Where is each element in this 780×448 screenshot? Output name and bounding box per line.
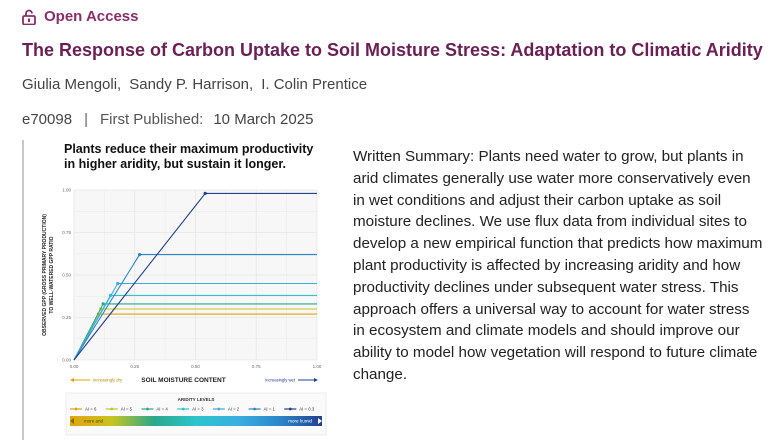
- open-access-label: Open Access: [44, 8, 139, 25]
- legend-marker: [110, 407, 114, 411]
- y-tick-label: 0.75: [62, 230, 71, 235]
- y-axis-label: OBSERVED GPP (GROSS PRIMARY PRODUCTION)T…: [42, 214, 55, 336]
- series-breakpoint: [116, 281, 120, 286]
- series-breakpoint: [138, 253, 142, 257]
- wet-annotation: increasingly wet: [265, 378, 296, 383]
- first-published-label: First Published:: [99, 111, 204, 128]
- author-list: Giulia Mengoli, Sandy P. Harrison, I. Co…: [22, 76, 368, 93]
- legend-entry: AI = 4: [156, 407, 168, 412]
- author-link[interactable]: I. Colin Prentice: [261, 76, 368, 93]
- legend-marker: [181, 407, 185, 411]
- unlock-icon: [22, 9, 36, 25]
- chart-title: Plants reduce their maximum productivity…: [64, 142, 313, 171]
- x-tick-label: 0.00: [70, 364, 79, 369]
- x-tick-label: 0.25: [130, 364, 139, 369]
- legend-entry: AI = 2: [228, 407, 240, 412]
- x-tick-label: 0.75: [252, 364, 261, 369]
- legend-entry: AI = 0.3: [299, 407, 315, 412]
- y-tick-label: 0.25: [62, 315, 71, 320]
- graphical-abstract[interactable]: Plants reduce their maximum productivity…: [22, 140, 334, 440]
- dry-annotation: increasingly dry: [93, 378, 123, 383]
- x-tick-label: 0.50: [191, 364, 200, 369]
- x-axis-label: SOIL MOISTURE CONTENT: [141, 377, 225, 384]
- article-id: e70098: [22, 111, 73, 128]
- first-published-date: 10 March 2025: [213, 111, 314, 128]
- legend-box: [65, 392, 327, 436]
- author-link[interactable]: Giulia Mengoli: [22, 76, 118, 93]
- legend-marker: [253, 407, 256, 411]
- chart-ticks: 0.00 0.25 0.50 0.75 1.00 0.00 0.25 0.50 0.75 1.00…: [42, 188, 322, 385]
- chart-annotations: increasingly dry increasingly wet: [70, 378, 318, 383]
- open-access-badge: Open Access: [22, 8, 139, 25]
- wet-arrowhead: [314, 378, 318, 382]
- chart-grid: [73, 189, 318, 361]
- legend-entry: AI = 5: [121, 407, 133, 412]
- legend-title: ARIDITY LEVELS: [178, 397, 215, 402]
- article-meta: e70098 | First Published: 10 March 2025: [22, 111, 313, 128]
- legend-entry: AI = 3: [192, 407, 204, 412]
- chart-series: [73, 191, 317, 361]
- legend-entry: AI = 6: [85, 407, 97, 412]
- legend-marker: [74, 407, 78, 411]
- x-tick-label: 1.00: [313, 364, 322, 369]
- gradient-label-arid: more arid: [84, 419, 104, 424]
- chart-title-line: in higher aridity, but sustain it longer…: [64, 157, 286, 171]
- author-link[interactable]: Sandy P. Harrison: [129, 76, 250, 93]
- series-breakpoint: [101, 302, 105, 306]
- legend-marker: [288, 407, 292, 411]
- gradient-label-humid: more humid: [288, 419, 312, 424]
- legend-marker: [217, 407, 221, 411]
- y-tick-label: 0.00: [62, 358, 71, 363]
- series-breakpoint: [203, 191, 207, 195]
- legend-marker: [146, 407, 149, 411]
- written-summary: Written Summary: Plants need water to gr…: [353, 148, 763, 383]
- meta-divider: |: [84, 111, 88, 128]
- gradient-arrow-right: [318, 418, 322, 424]
- dry-arrowhead: [70, 378, 74, 382]
- aridity-gradient-bar: [70, 416, 322, 426]
- y-tick-label: 0.50: [62, 273, 71, 278]
- chart-legend: ARIDITY LEVELS AI = 6 AI = 5 AI = 4 AI = 3 AI…: [65, 392, 327, 436]
- y-tick-label: 1.00: [62, 188, 71, 193]
- gradient-arrow-left: [70, 418, 74, 424]
- line-chart: Plants reduce their maximum productivity…: [42, 142, 327, 436]
- article-title[interactable]: The Response of Carbon Uptake to Soil Mo…: [22, 40, 763, 60]
- legend-entry: AI = 1: [264, 407, 276, 412]
- chart-title-line: Plants reduce their maximum productivity: [64, 142, 313, 156]
